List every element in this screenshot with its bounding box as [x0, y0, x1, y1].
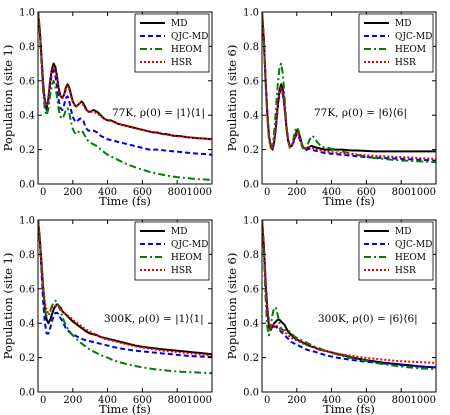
legend-label: MD [171, 227, 187, 237]
y-tick-label: 0.4 [243, 319, 259, 330]
x-tick-label: 600 [133, 395, 152, 406]
series-line-md [262, 12, 436, 153]
y-axis-label: Population (site 1) [1, 45, 15, 152]
series-line-heom [38, 220, 212, 375]
y-axis-label: Population (site 6) [225, 45, 239, 152]
y-tick-label: 1.0 [19, 8, 35, 19]
x-tick-label: 200 [63, 187, 82, 198]
x-tick-label: 0 [40, 187, 46, 198]
chart-panel-3: 0 200 400 600 800 1000 0.0 0.2 0.4 0.6 0.8 1.0 Time … [1, 216, 213, 415]
series-line-hsr [262, 12, 436, 160]
chart-panel-4: 0 200 400 600 800 1000 0.0 0.2 0.4 0.6 0.8 1.0 Time … [225, 216, 437, 415]
y-tick-label: 0.2 [19, 353, 35, 364]
y-tick-label: 0.6 [243, 284, 259, 295]
y-axis-label: Population (site 1) [1, 253, 15, 360]
plot-frame [261, 11, 437, 185]
y-tick-label: 0.0 [19, 388, 35, 399]
legend-label: QJC-MD [171, 32, 208, 42]
x-tick-label: 600 [357, 187, 376, 198]
y-tick-label: 0.6 [19, 76, 35, 87]
legend-label: MD [171, 19, 187, 29]
legend-label: HSR [171, 58, 192, 68]
x-tick-label: 0 [40, 395, 46, 406]
x-tick-label: 1000 [187, 395, 212, 406]
x-tick-label: 200 [63, 395, 82, 406]
x-tick-label: 800 [392, 187, 411, 198]
x-tick-label: 600 [133, 187, 152, 198]
series-line-heom [38, 12, 212, 181]
plot-frame [261, 219, 437, 393]
x-axis-label: Time (fs) [323, 402, 375, 415]
legend-label: HSR [171, 266, 192, 276]
legend-label: QJC-MD [395, 240, 432, 250]
legend-label: HEOM [171, 253, 202, 263]
x-axis-label: Time (fs) [99, 194, 151, 208]
series-line-heom [262, 12, 436, 164]
y-tick-label: 0.8 [243, 42, 259, 53]
y-tick-label: 0.8 [19, 42, 35, 53]
legend-label: MD [395, 19, 411, 29]
y-tick-label: 0.4 [19, 111, 35, 122]
series-line-hsr [38, 12, 212, 141]
legend-label: QJC-MD [395, 32, 432, 42]
plot-frame [37, 219, 213, 393]
legend-label: MD [395, 227, 411, 237]
x-tick-label: 400 [322, 187, 341, 198]
x-tick-label: 400 [98, 187, 117, 198]
x-tick-label: 0 [264, 395, 270, 406]
x-tick-label: 800 [392, 395, 411, 406]
x-tick-label: 200 [287, 395, 306, 406]
panel-annotation: 300K, ρ(0) = |6⟩⟨6| [318, 313, 418, 326]
y-tick-label: 0.4 [19, 319, 35, 330]
y-tick-label: 0.6 [19, 284, 35, 295]
x-tick-label: 1000 [411, 187, 436, 198]
y-tick-label: 0.8 [19, 250, 35, 261]
y-tick-label: 0.2 [19, 145, 35, 156]
series-line-qjc-md [38, 12, 212, 156]
y-tick-label: 0.8 [243, 250, 259, 261]
y-tick-label: 0.2 [243, 353, 259, 364]
x-tick-label: 600 [357, 395, 376, 406]
series-line-hsr [38, 220, 212, 357]
x-tick-label: 400 [98, 395, 117, 406]
x-tick-label: 1000 [187, 187, 212, 198]
chart-panel-2: 0 200 400 600 800 1000 0.0 0.2 0.4 0.6 0.8 1.0 Time … [225, 8, 437, 208]
y-tick-label: 1.0 [243, 216, 259, 227]
panel-annotation: 300K, ρ(0) = |1⟩⟨1| [104, 313, 204, 326]
legend-label: HEOM [395, 45, 426, 55]
series-line-qjc-md [262, 12, 436, 162]
y-tick-label: 0.0 [243, 180, 259, 191]
legend-label: HSR [395, 58, 416, 68]
plot-frame [37, 11, 213, 185]
y-tick-label: 1.0 [243, 8, 259, 19]
series-line-qjc-md [38, 220, 212, 359]
x-tick-label: 800 [168, 187, 187, 198]
series-line-qjc-md [262, 220, 436, 369]
y-tick-label: 0.0 [243, 388, 259, 399]
panel-annotation: 77K, ρ(0) = |6⟩⟨6| [314, 107, 407, 120]
x-tick-label: 200 [287, 187, 306, 198]
series-line-heom [262, 220, 436, 371]
x-tick-label: 400 [322, 395, 341, 406]
y-tick-label: 1.0 [19, 216, 35, 227]
y-tick-label: 0.0 [19, 180, 35, 191]
y-tick-label: 0.4 [243, 111, 259, 122]
x-axis-label: Time (fs) [99, 402, 151, 415]
y-tick-label: 0.6 [243, 76, 259, 87]
legend-label: HEOM [171, 45, 202, 55]
x-tick-label: 0 [264, 187, 270, 198]
legend-label: HSR [395, 266, 416, 276]
x-tick-label: 800 [168, 395, 187, 406]
legend-label: HEOM [395, 253, 426, 263]
chart-panel-1: 0 200 400 600 800 1000 0.0 0.2 0.4 0.6 0.8 1.0 Time … [1, 8, 213, 208]
panel-annotation: 77K, ρ(0) = |1⟩⟨1| [112, 107, 205, 120]
x-axis-label: Time (fs) [323, 194, 375, 208]
y-tick-label: 0.2 [243, 145, 259, 156]
legend-label: QJC-MD [171, 240, 208, 250]
y-axis-label: Population (site 6) [225, 253, 239, 360]
series-line-hsr [262, 220, 436, 364]
x-tick-label: 1000 [411, 395, 436, 406]
